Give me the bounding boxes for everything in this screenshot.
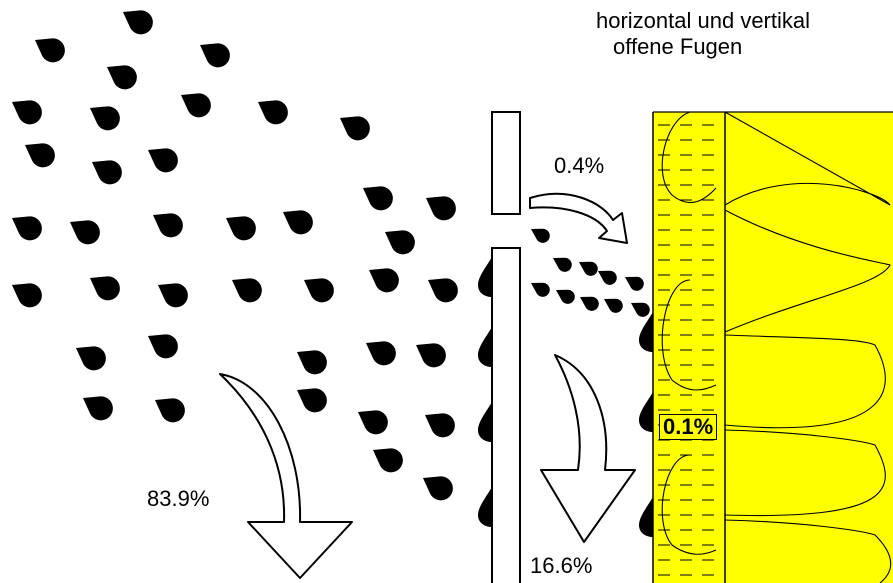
raindrop-icon (357, 177, 398, 215)
raindrop-icon (527, 222, 553, 246)
insulation-inner-layer (725, 112, 893, 583)
raindrops (6, 1, 653, 537)
raindrop-icon (363, 259, 404, 297)
raindrop-icon (478, 257, 492, 297)
raindrop-icon (422, 269, 463, 307)
raindrop-icon (298, 269, 339, 307)
raindrop-icon (142, 325, 183, 363)
insulation-hatching (658, 124, 714, 576)
raindrop-icon (478, 487, 492, 527)
raindrop-icon (117, 1, 158, 39)
raindrop-icon (86, 151, 127, 189)
raindrop-icon (600, 292, 626, 316)
raindrop-icon (84, 267, 125, 305)
raindrop-icon (379, 221, 420, 259)
cladding-boards (491, 111, 521, 583)
raindrop-icon (621, 270, 647, 294)
raindrop-icon (575, 255, 601, 279)
raindrop-icon (478, 327, 492, 367)
raindrop-icon (6, 91, 47, 129)
raindrop-icon (6, 274, 47, 312)
flow-arrows (219, 192, 636, 579)
raindrop-icon (19, 134, 60, 172)
raindrop-icon (639, 392, 653, 432)
cladding-board-upper (491, 111, 521, 215)
raindrop-icon (70, 337, 111, 375)
raindrop-icon (64, 211, 105, 249)
raindrop-icon (220, 207, 261, 245)
raindrop-icon (291, 341, 332, 379)
raindrop-icon (147, 204, 188, 242)
insulation-panel (652, 111, 893, 583)
raindrop-icon (291, 379, 332, 417)
raindrop-icon (352, 401, 393, 439)
raindrop-icon (594, 264, 620, 288)
runoff-back-percentage: 16.6% (530, 553, 593, 578)
through-joint-percentage: 0.4% (554, 153, 605, 178)
raindrop-icon (549, 251, 575, 275)
raindrop-icon (334, 107, 375, 145)
raindrop-icon (639, 497, 653, 537)
raindrop-icon (194, 34, 235, 72)
raindrop-icon (410, 334, 451, 372)
raindrop-icon (101, 56, 142, 94)
raindrop-icon (226, 269, 267, 307)
through-joint-arrow (529, 192, 628, 244)
raindrop-icon (417, 467, 458, 505)
raindrop-icon (77, 387, 118, 425)
title-line-2: offene Fugen (613, 34, 743, 59)
insulation-outer-layer (653, 112, 725, 583)
raindrop-icon (149, 389, 190, 427)
raindrop-icon (29, 29, 70, 67)
diagram-title: horizontal und vertikal offene Fugen (596, 8, 810, 60)
raindrop-icon (152, 274, 193, 312)
raindrop-icon (142, 139, 183, 177)
raindrop-icon (277, 201, 318, 239)
raindrop-icon (552, 283, 578, 307)
raindrop-icon (527, 276, 553, 300)
raindrop-icon (639, 312, 653, 352)
raindrop-icon (84, 97, 125, 135)
raindrop-icon (175, 84, 216, 122)
runoff-back-arrow (540, 354, 636, 543)
raindrop-icon (6, 207, 47, 245)
raindrop-icon (360, 332, 401, 370)
raindrop-icon (367, 439, 408, 477)
raindrop-icon (478, 402, 492, 442)
runoff-front-arrow (219, 373, 353, 579)
raindrop-icon (419, 404, 460, 442)
raindrop-icon (252, 91, 293, 129)
insulation-loops (661, 111, 892, 583)
insulation-percentage: 0.1% (659, 414, 718, 440)
raindrop-icon (576, 290, 602, 314)
cladding-board-lower (491, 247, 521, 583)
raindrop-icon (627, 296, 653, 320)
raindrop-icon (420, 187, 461, 225)
title-line-1: horizontal und vertikal (596, 8, 811, 33)
runoff-front-percentage: 83.9% (147, 486, 210, 511)
